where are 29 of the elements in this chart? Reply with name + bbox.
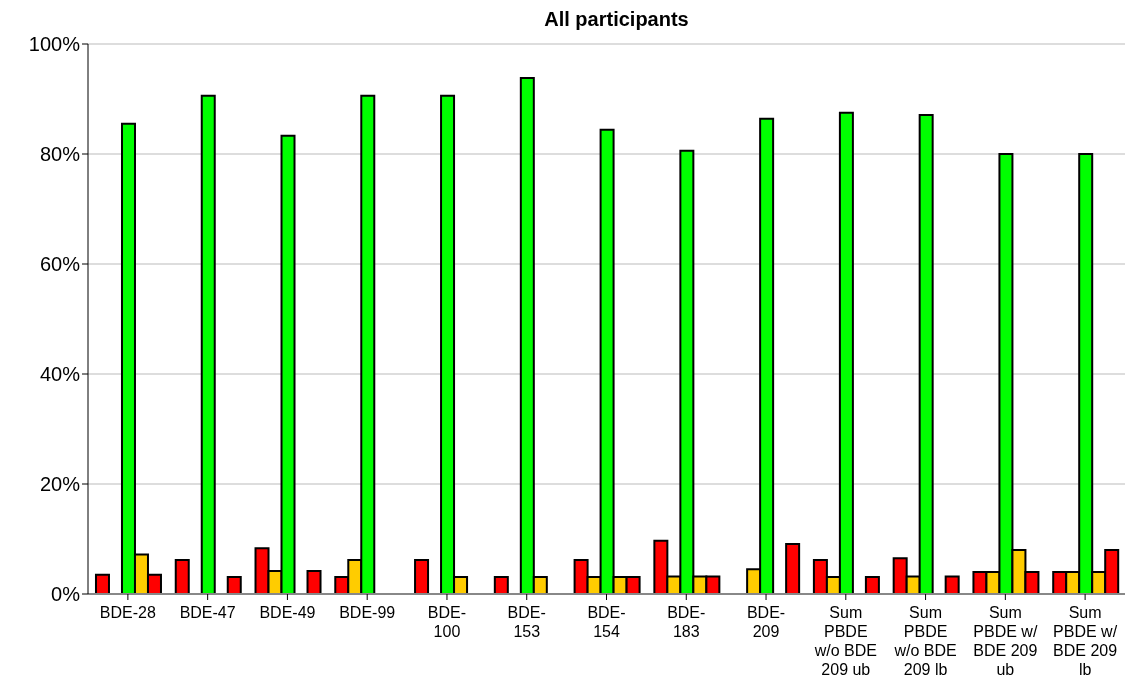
x-tick-label: Sum PBDE w/o BDE 209 lb [893, 604, 957, 678]
x-tick-label: BDE-28 [99, 604, 156, 621]
bar [174, 558, 190, 594]
x-tick-label: Sum PBDE w/ BDE 209 ub [973, 604, 1038, 678]
y-tick-label: 20% [39, 473, 81, 496]
bar [944, 575, 960, 594]
bar [414, 558, 430, 594]
x-tick-label: BDE-47 [179, 604, 236, 621]
x-tick-label: BDE-153 [507, 604, 546, 640]
bar [226, 575, 242, 594]
bar [785, 542, 801, 594]
y-tick-label: 60% [39, 253, 81, 276]
y-tick-label: 40% [39, 363, 81, 386]
x-tick-label: BDE-99 [339, 604, 396, 621]
x-tick-label: BDE-100 [427, 604, 467, 640]
x-tick-label: BDE-183 [667, 604, 706, 640]
x-tick-label: BDE-49 [259, 604, 316, 621]
bar [493, 575, 509, 594]
y-tick-label: 0% [51, 583, 81, 606]
bar [864, 575, 880, 594]
bar [306, 569, 322, 594]
x-tick-label: BDE-154 [587, 604, 626, 640]
chart-title: All participants [543, 8, 690, 32]
y-tick-label: 80% [39, 143, 81, 166]
y-tick-label: 100% [28, 33, 81, 56]
x-tick-label: Sum PBDE w/o BDE 209 ub [813, 604, 877, 678]
x-tick-label: BDE-209 [746, 604, 786, 640]
bar [94, 573, 110, 594]
x-tick-label: Sum PBDE w/ BDE 209 lb [1053, 604, 1118, 678]
